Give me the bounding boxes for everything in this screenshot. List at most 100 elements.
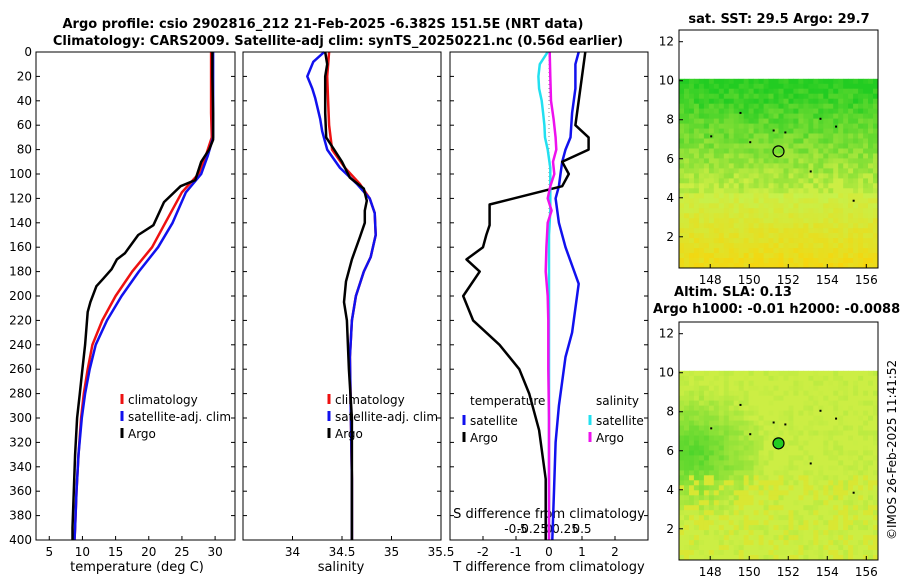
map-cell (793, 208, 799, 214)
map-cell (828, 128, 834, 134)
map-cell (803, 505, 809, 511)
map-cell (718, 113, 725, 119)
map-cell (698, 223, 705, 229)
map-cell (778, 510, 784, 516)
map-cell (713, 183, 720, 189)
map-cell (708, 218, 715, 224)
map-cell (768, 430, 774, 436)
map-cell (773, 525, 779, 531)
map-cell (684, 520, 690, 526)
map-cell (828, 385, 834, 392)
map-cell (783, 243, 789, 249)
map-cell (768, 440, 774, 446)
map-cell (783, 93, 789, 100)
map-cell (793, 103, 799, 110)
map-cell (818, 555, 824, 561)
map-cell (793, 375, 799, 382)
map-cell (723, 193, 730, 199)
map-cell (728, 228, 735, 234)
map-cell (743, 405, 750, 411)
map-cell (873, 148, 879, 154)
map-cell (828, 420, 834, 426)
map-cell (863, 500, 869, 506)
map-cell (748, 128, 754, 134)
map-cell (684, 385, 690, 392)
map-cell (803, 93, 809, 100)
map-cell (708, 395, 715, 402)
map-cell (689, 430, 695, 436)
map-cell (684, 108, 690, 114)
map-cell (823, 515, 829, 521)
map-cell (833, 495, 839, 501)
map-cell (753, 400, 759, 406)
map-cell (788, 470, 794, 476)
map-cell (838, 233, 844, 239)
map-cell (684, 415, 690, 421)
map-cell (788, 123, 794, 129)
map-cell (873, 505, 879, 511)
map-cell (858, 525, 864, 531)
map-cell (808, 253, 814, 259)
map-cell (758, 530, 764, 536)
map-cell (733, 133, 740, 139)
map-cell (758, 460, 764, 466)
map-cell (828, 113, 834, 119)
map-cell (818, 545, 824, 551)
difference-panel: S difference from climatology T differen… (449, 51, 649, 575)
map-cell (858, 450, 864, 456)
xtick-label: -1 (510, 545, 522, 559)
map-cell (713, 93, 720, 100)
map-cell (853, 98, 859, 105)
map-cell (728, 475, 735, 481)
map-cell (828, 193, 834, 199)
map-cell (813, 193, 819, 199)
map-cell (838, 143, 844, 149)
map-cell (833, 138, 839, 144)
map-cell (684, 430, 690, 436)
map-cell (823, 103, 829, 110)
map-cell (833, 263, 839, 269)
map-cell (708, 460, 715, 466)
map-cell (708, 420, 715, 426)
map-cell (723, 183, 730, 189)
map-cell (848, 143, 854, 149)
map-cell (698, 258, 705, 264)
series-line-climatology (73, 52, 214, 541)
map-cell (684, 510, 690, 516)
map-cell (848, 193, 854, 199)
map-cell (679, 440, 685, 446)
map-cell (733, 550, 740, 556)
map-cell (873, 525, 879, 531)
map-cell (703, 395, 710, 402)
map-cell (773, 118, 779, 124)
map-cell (873, 228, 879, 234)
map-ytick-label: 6 (666, 152, 674, 166)
map-cell (873, 248, 879, 254)
map-cell (823, 385, 829, 392)
map-cell (873, 465, 879, 471)
map-cell (793, 400, 799, 406)
map-cell (763, 400, 769, 406)
map-cell (808, 178, 814, 184)
map-cell (828, 395, 834, 402)
map-cell (703, 258, 710, 264)
map-cell (868, 188, 874, 194)
map-cell (728, 123, 735, 129)
map-cell (738, 480, 745, 486)
map-cell (684, 500, 690, 506)
map-cell (833, 525, 839, 531)
map-cell (723, 390, 730, 397)
map-cell (828, 470, 834, 476)
map-cell (863, 198, 869, 204)
map-cell (868, 385, 874, 392)
map-cell (693, 133, 700, 139)
map-cell (783, 405, 789, 411)
map-cell (863, 520, 869, 526)
map-cell (853, 455, 859, 461)
map-cell (733, 395, 740, 402)
map-cell (813, 223, 819, 229)
map-cell (698, 455, 705, 461)
map-cell (873, 98, 879, 105)
map-cell (733, 223, 740, 229)
map-cell (848, 380, 854, 387)
